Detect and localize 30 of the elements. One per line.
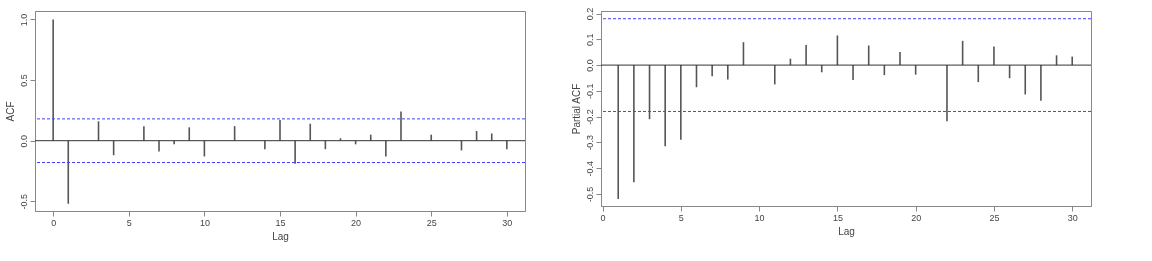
x-tick-label: 10 (754, 212, 765, 223)
x-tick-label: 30 (502, 217, 513, 228)
x-tick-label: 15 (832, 212, 843, 223)
y-tick-label: 0.5 (18, 74, 29, 87)
y-tick-label: 0.1 (584, 33, 595, 47)
x-tick-label: 20 (911, 212, 922, 223)
y-tick-label: 0.0 (18, 134, 29, 148)
y-tick-label: -0.1 (584, 83, 595, 100)
y-tick-label: -0.2 (584, 109, 595, 125)
x-tick-label: 15 (275, 217, 286, 228)
y-axis-title: Partial ACF (570, 83, 582, 135)
y-tick-label: -0.5 (18, 194, 29, 210)
x-tick-label: 5 (126, 217, 132, 228)
y-axis-title: ACF (4, 101, 16, 122)
x-tick-label: 10 (199, 217, 210, 228)
x-tick-label: 0 (51, 217, 57, 228)
x-tick-label: 25 (989, 212, 1000, 223)
y-tick-label: -0.4 (584, 160, 595, 177)
x-tick-label: 0 (600, 212, 606, 223)
x-axis-title: Lag (838, 225, 855, 237)
y-tick-label: 1.0 (18, 13, 29, 27)
y-tick-label: 0.2 (584, 7, 595, 21)
y-tick-label: 0.0 (584, 59, 595, 72)
x-tick-label: 5 (678, 212, 684, 223)
x-tick-label: 25 (426, 217, 437, 228)
x-tick-label: 30 (1067, 212, 1078, 223)
y-tick-label: -0.5 (584, 186, 595, 203)
x-axis-title: Lag (272, 230, 289, 242)
y-tick-label: -0.3 (584, 135, 595, 151)
x-tick-label: 20 (351, 217, 362, 228)
